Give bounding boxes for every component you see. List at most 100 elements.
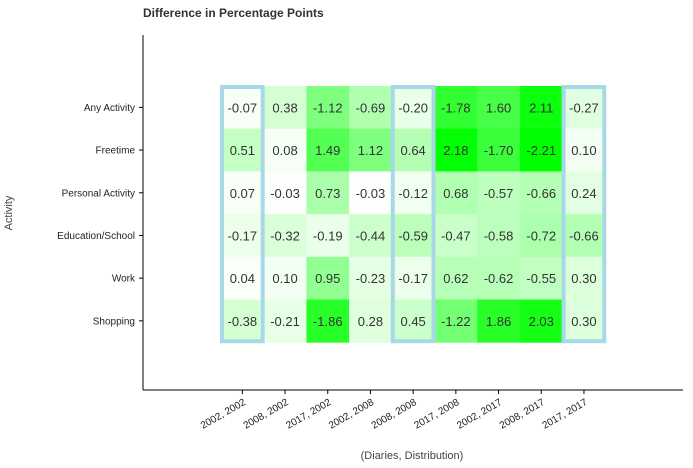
cell-value-label: -0.17 [398, 271, 428, 286]
cell-value-label: -0.44 [356, 228, 386, 243]
y-axis-title: Activity [3, 195, 15, 230]
cell-value-label: 0.30 [571, 314, 596, 329]
cell-value-label: 0.10 [272, 271, 297, 286]
cell-value-label: -0.07 [228, 100, 258, 115]
heatmap-cell [263, 86, 307, 130]
cell-value-label: -0.27 [569, 100, 599, 115]
cell-value-label: 1.12 [358, 143, 383, 158]
x-tick-label: 2008, 2002 [242, 397, 291, 432]
cell-value-label: -0.03 [270, 186, 300, 201]
heatmap-cell [391, 171, 435, 215]
cell-value-label: -0.17 [228, 228, 258, 243]
heatmap-cell [306, 128, 350, 172]
heatmap-cell [391, 214, 435, 258]
cell-value-label: 1.49 [315, 143, 340, 158]
cell-value-label: -1.70 [484, 143, 514, 158]
heatmap-cell [263, 171, 307, 215]
heatmap-cell [349, 171, 393, 215]
highlight-column-border [561, 85, 607, 344]
heatmap-cell [349, 86, 393, 130]
y-tick-label: Shopping [93, 316, 135, 327]
heatmap-cell [349, 299, 393, 343]
cell-value-label: 2.03 [529, 314, 554, 329]
cell-value-label: -0.55 [526, 271, 556, 286]
cell-value-label: -0.23 [356, 271, 386, 286]
heatmap-cell [434, 171, 478, 215]
y-tick-label: Work [112, 274, 136, 285]
cell-value-label: -0.38 [228, 314, 258, 329]
cell-value-label: -0.66 [569, 228, 599, 243]
cell-value-label: -0.20 [398, 100, 428, 115]
heatmap-cell [519, 299, 564, 343]
heatmap-cell [306, 214, 350, 258]
heatmap-cell [477, 86, 521, 130]
cell-value-label: -0.21 [270, 314, 300, 329]
cell-value-label: 0.24 [571, 186, 596, 201]
x-tick-label: 2017, 2002 [284, 397, 333, 432]
heatmap-cell [349, 214, 393, 258]
x-tick-label: 2008, 2008 [370, 397, 419, 432]
heatmap-cell [477, 299, 521, 343]
cell-value-label: 0.08 [272, 143, 297, 158]
heatmap-cell [562, 86, 606, 130]
cell-value-label: 1.86 [486, 314, 511, 329]
highlight-column-border [390, 85, 436, 344]
heatmap-cell [221, 256, 265, 300]
heatmap-cell [477, 214, 521, 258]
heatmap-cell [306, 86, 350, 130]
x-tick-label: 2017, 2017 [541, 397, 590, 432]
heatmap-cell [391, 128, 435, 172]
heatmap-cell [519, 171, 564, 215]
cell-value-label: 0.38 [272, 100, 297, 115]
cell-value-label: -0.03 [356, 186, 386, 201]
heatmap-cell [306, 171, 350, 215]
cell-value-label: -0.12 [398, 186, 428, 201]
y-tick-label: Any Activity [84, 103, 135, 114]
heatmap-cell [391, 86, 435, 130]
cell-value-label: -0.58 [484, 228, 514, 243]
heatmap-cell [562, 128, 606, 172]
cell-value-label: -0.59 [398, 228, 428, 243]
heatmap-cell [391, 299, 435, 343]
heatmap-cell [434, 128, 478, 172]
heatmap-cell [562, 214, 606, 258]
heatmap-cell [434, 256, 478, 300]
cell-value-label: 0.62 [443, 271, 468, 286]
heatmap-cell [434, 86, 478, 130]
cell-value-label: 0.04 [230, 271, 255, 286]
cell-value-label: -0.66 [526, 186, 556, 201]
heatmap-cell [221, 86, 265, 130]
heatmap-cell [391, 256, 435, 300]
cell-value-label: 1.60 [486, 100, 511, 115]
cell-value-label: -1.78 [441, 100, 471, 115]
heatmap-cell [263, 128, 307, 172]
cell-value-label: 2.18 [443, 143, 468, 158]
x-tick-label: 2002, 2008 [327, 397, 376, 432]
x-axis-title: (Diaries, Distribution) [361, 450, 464, 462]
cell-value-label: 0.95 [315, 271, 340, 286]
heatmap-cell [221, 299, 265, 343]
cell-value-label: 0.64 [400, 143, 425, 158]
cell-value-label: -1.86 [313, 314, 343, 329]
y-tick-label: Education/School [57, 231, 135, 242]
cell-value-label: 0.28 [358, 314, 383, 329]
x-tick-label: 2008, 2017 [498, 397, 547, 432]
y-tick-label: Personal Activity [62, 188, 135, 199]
heatmap-cell [263, 256, 307, 300]
heatmap-cell [562, 299, 606, 343]
cell-value-label: -2.21 [526, 143, 556, 158]
heatmap-cell [519, 86, 564, 130]
heatmap-cell [519, 256, 564, 300]
heatmap-cell [221, 214, 265, 258]
cell-value-label: 0.30 [571, 271, 596, 286]
cell-value-label: 2.11 [529, 100, 553, 115]
heatmap-cell [306, 256, 350, 300]
cell-value-label: -0.32 [270, 228, 300, 243]
cell-value-label: -1.12 [313, 100, 343, 115]
cell-value-label: -0.57 [484, 186, 514, 201]
heatmap-cell [519, 128, 564, 172]
cell-value-label: 0.45 [400, 314, 425, 329]
heatmap-cell [221, 171, 265, 215]
x-tick-label: 2002, 2002 [199, 397, 248, 432]
